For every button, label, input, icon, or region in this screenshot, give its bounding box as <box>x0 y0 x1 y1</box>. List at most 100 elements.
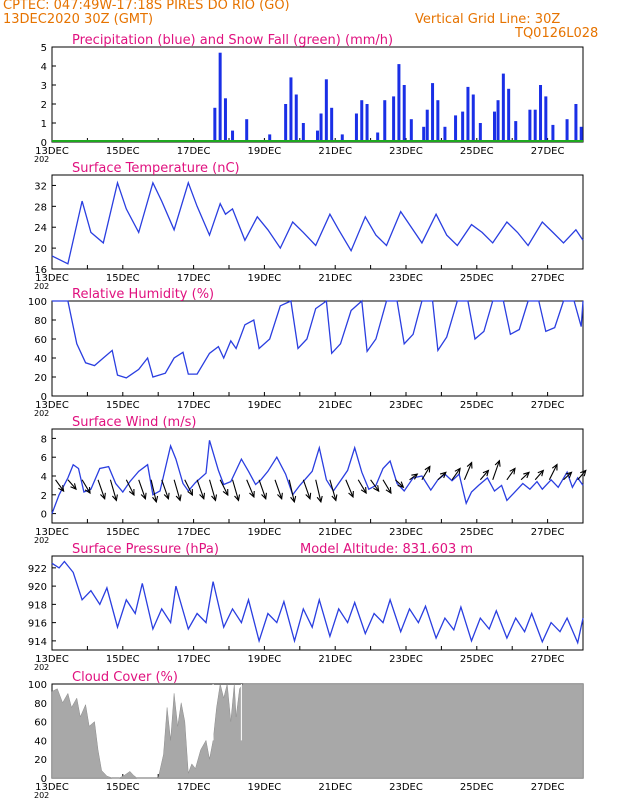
x-tick-label: 23DEC <box>389 527 423 538</box>
panel-title: Surface Temperature (nC) <box>72 161 240 176</box>
wind-arrow-head <box>523 471 530 479</box>
precip-bar <box>533 109 537 142</box>
x-tick-label: 19DEC <box>248 146 282 157</box>
x-year-fragment: 202 <box>34 791 49 800</box>
wind-arrow-head <box>397 481 405 489</box>
panel-frame <box>51 428 584 524</box>
y-tick-label: 80 <box>34 316 47 327</box>
x-tick-label: 25DEC <box>460 400 494 411</box>
x-tick-label: 27DEC <box>531 400 565 411</box>
wind-arrow-head <box>175 494 182 502</box>
wind-arrow <box>288 479 295 503</box>
precip-bar <box>360 100 364 142</box>
precip-bar <box>365 104 369 142</box>
y-tick-label: 922 <box>28 564 47 575</box>
x-year-fragment: 202 <box>34 409 49 418</box>
precip-bar <box>579 126 583 142</box>
wind-arrow-head <box>454 467 461 475</box>
panel-title: Precipitation (blue) and Snow Fall (gree… <box>72 33 393 48</box>
x-tick-label: 21DEC <box>318 400 352 411</box>
x-tick-label: 25DEC <box>460 527 494 538</box>
wind-arrow <box>345 479 354 498</box>
panel-title: Cloud Cover (%) <box>72 670 178 685</box>
wind-arrow-head <box>565 471 573 479</box>
x-tick-label: 15DEC <box>106 400 140 411</box>
relative-humidity-line <box>52 299 584 379</box>
precip-bar <box>319 113 323 142</box>
x-tick-label: 13DEC <box>35 654 69 665</box>
wind-arrow-head <box>222 489 229 497</box>
x-tick-label: 17DEC <box>177 273 211 284</box>
wind-arrow <box>109 479 117 501</box>
x-tick-label: 23DEC <box>389 273 423 284</box>
wind-arrow <box>479 470 489 481</box>
x-tick-label: 13DEC <box>35 146 69 157</box>
wind-arrow-head <box>348 490 354 499</box>
x-tick-label: 21DEC <box>318 273 352 284</box>
x-tick-label: 19DEC <box>248 400 282 411</box>
precip-bar <box>454 115 458 142</box>
precip-bar <box>383 100 387 142</box>
precip-bar <box>409 119 413 142</box>
wind-arrow-head <box>439 471 447 479</box>
precip-bar <box>301 123 305 142</box>
x-tick-label: 17DEC <box>177 782 211 793</box>
wind-arrow <box>329 479 337 501</box>
precip-bar <box>397 64 401 142</box>
y-tick-label: 60 <box>34 335 47 346</box>
wind-arrow <box>81 479 91 494</box>
wind-arrow-head <box>482 469 490 477</box>
wind-arrow-head <box>424 465 431 473</box>
temperature-line <box>51 180 584 265</box>
wind-arrow-head <box>411 473 419 480</box>
wind-arrow <box>463 462 473 480</box>
wind-arrow <box>125 479 135 496</box>
x-tick-label: 15DEC <box>106 654 140 665</box>
x-tick-label: 15DEC <box>106 527 140 538</box>
x-tick-label: 25DEC <box>460 273 494 284</box>
x-year-fragment: 202 <box>34 282 49 291</box>
wind-arrow <box>150 479 157 503</box>
precip-bar <box>544 96 548 142</box>
precip-bar <box>461 111 465 142</box>
precip-bar <box>431 83 435 142</box>
wind-arrow-head <box>70 483 77 491</box>
wind-arrow-head <box>316 495 323 504</box>
x-tick-label: 21DEC <box>318 527 352 538</box>
wind-arrow-head <box>494 459 501 467</box>
wind-arrow <box>492 460 500 480</box>
precip-bar <box>574 104 578 142</box>
precip-bar <box>493 111 496 142</box>
wind-arrow-head <box>58 485 65 493</box>
wind-arrow <box>184 479 193 496</box>
precip-bar <box>392 96 396 142</box>
wind-arrow <box>577 470 587 481</box>
wind-arrow <box>563 471 572 481</box>
precip-bar <box>496 100 500 142</box>
panel-title: Surface Pressure (hPa) <box>72 542 219 557</box>
x-tick-label: 19DEC <box>248 782 282 793</box>
y-tick-label: 920 <box>28 582 47 593</box>
x-tick-label: 21DEC <box>318 146 352 157</box>
y-tick-label: 8 <box>41 434 47 445</box>
wind-speed-line <box>51 440 584 514</box>
wind-arrow-head <box>360 487 367 495</box>
wind-arrow-head <box>331 494 338 502</box>
x-tick-label: 23DEC <box>389 146 423 157</box>
y-tick-label: 0 <box>41 392 47 403</box>
precip-bar <box>340 134 344 142</box>
wind-arrow <box>409 473 418 481</box>
wind-arrow-head <box>537 469 545 477</box>
x-tick-label: 13DEC <box>35 527 69 538</box>
wind-arrow <box>534 470 544 481</box>
x-tick-label: 25DEC <box>460 782 494 793</box>
x-year-fragment: 202 <box>34 663 49 672</box>
wind-arrow <box>209 479 217 501</box>
y-tick-label: 4 <box>41 472 47 483</box>
panel-frame <box>51 174 584 270</box>
x-tick-label: 13DEC <box>35 400 69 411</box>
precip-bar <box>330 107 334 142</box>
y-tick-label: 2 <box>41 491 47 502</box>
panel-annotation: Model Altitude: 831.603 m <box>300 542 473 557</box>
